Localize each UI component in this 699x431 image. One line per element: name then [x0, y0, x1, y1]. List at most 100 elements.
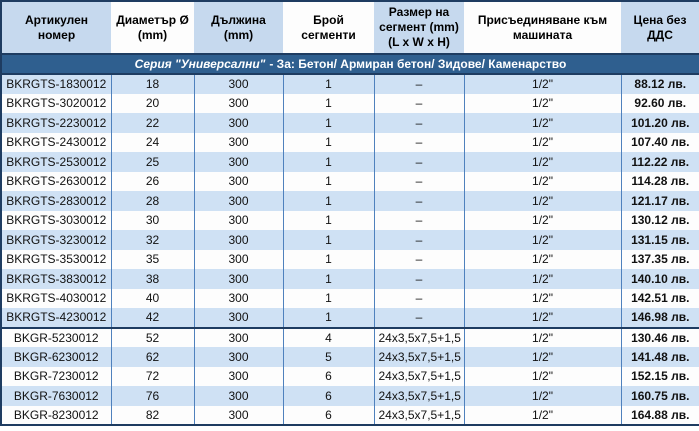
price-cell: 130.46 лв.	[620, 326, 699, 347]
sku-cell: BKGR-7230012	[0, 366, 112, 386]
segments-cell: 6	[282, 366, 375, 386]
segment_size-cell: –	[373, 191, 465, 211]
length-cell: 300	[193, 74, 284, 94]
col-header-diameter: Диаметър Ø (mm)	[111, 1, 194, 54]
diameter-cell: 82	[110, 405, 195, 425]
diameter-cell: 20	[110, 93, 195, 113]
table-row: BKRGTS-4230012 42 300 1–1/2" 146.98 лв.	[0, 308, 699, 328]
diameter-cell: 30	[110, 210, 195, 230]
segment_size-cell: 24x3,5x7,5+1,5	[373, 347, 465, 367]
price-cell: 101.20 лв.	[620, 113, 699, 133]
diameter-cell: 22	[110, 113, 195, 133]
connection-cell: 1/2"	[463, 230, 622, 250]
connection-cell: 1/2"	[463, 269, 622, 289]
length-cell: 300	[193, 191, 284, 211]
segments-cell: 1	[282, 132, 375, 152]
length-cell: 300	[193, 230, 284, 250]
sku-cell: BKRGTS-2530012	[0, 152, 112, 172]
header-row: Артикулен номер Диаметър Ø (mm) Дължина (m…	[1, 1, 699, 54]
diameter-cell: 26	[110, 171, 195, 191]
table-row: BKRGTS-2230012 22 300 1–1/2" 101.20 лв.	[0, 113, 699, 133]
sku-cell: BKRGTS-4030012	[0, 288, 112, 308]
length-cell: 300	[193, 132, 284, 152]
price-cell: 130.12 лв.	[620, 210, 699, 230]
series-note-label: - За: Бетон/ Армиран бетон/ Зидове/ Каме…	[269, 57, 567, 71]
sku-cell: BKRGTS-3020012	[0, 93, 112, 113]
segments-cell: 1	[282, 152, 375, 172]
diameter-cell: 40	[110, 288, 195, 308]
col-header-sku: Артикулен номер	[1, 1, 111, 54]
connection-cell: 1/2"	[463, 326, 622, 347]
diameter-cell: 28	[110, 191, 195, 211]
segments-cell: 1	[282, 191, 375, 211]
length-cell: 300	[193, 326, 284, 347]
segments-cell: 1	[282, 210, 375, 230]
table-row: BKGR-7230012 72 300 6 24x3,5x7,5+1,5 1/2" 152.…	[0, 366, 699, 386]
connection-cell: 1/2"	[463, 113, 622, 133]
connection-cell: 1/2"	[463, 308, 622, 328]
table-row: BKGR-6230012 62 300 5 24x3,5x7,5+1,5 1/2" 141.…	[0, 347, 699, 367]
length-cell: 300	[193, 210, 284, 230]
diameter-cell: 38	[110, 269, 195, 289]
table-row: BKRGTS-2430012 24 300 1–1/2" 107.40 лв.	[0, 132, 699, 152]
series-name-label: Серия "Универсални"	[134, 57, 266, 71]
segments-cell: 1	[282, 230, 375, 250]
segment_size-cell: –	[373, 93, 465, 113]
connection-cell: 1/2"	[463, 74, 622, 94]
price-cell: 92.60 лв.	[620, 93, 699, 113]
connection-cell: 1/2"	[463, 249, 622, 269]
price-cell: 107.40 лв.	[620, 132, 699, 152]
sku-cell: BKRGTS-3230012	[0, 230, 112, 250]
length-cell: 300	[193, 113, 284, 133]
table-row: BKGR-7630012 76 300 6 24x3,5x7,5+1,5 1/2" 160.…	[0, 386, 699, 406]
price-cell: 160.75 лв.	[620, 386, 699, 406]
price-cell: 88.12 лв.	[620, 74, 699, 94]
table-row: BKRGTS-2530012 25 300 1–1/2" 112.22 лв.	[0, 152, 699, 172]
length-cell: 300	[193, 93, 284, 113]
table-row: BKRGTS-3230012 32 300 1–1/2" 131.15 лв.	[0, 230, 699, 250]
table-row: BKGR-5230012 52 300 4 24x3,5x7,5+1,5 1/2" 130.…	[0, 326, 699, 347]
connection-cell: 1/2"	[463, 288, 622, 308]
sku-cell: BKGR-7630012	[0, 386, 112, 406]
length-cell: 300	[193, 405, 284, 425]
segment_size-cell: –	[373, 308, 465, 328]
segment_size-cell: –	[373, 210, 465, 230]
table-head: Артикулен номер Диаметър Ø (mm) Дължина (m…	[1, 1, 699, 54]
table-row: BKRGTS-1830012 18 300 1–1/2" 88.12 лв.	[0, 74, 699, 94]
sku-cell: BKRGTS-2830012	[0, 191, 112, 211]
segment_size-cell: –	[373, 74, 465, 94]
diameter-cell: 72	[110, 366, 195, 386]
col-header-segments: Брой сегменти	[283, 1, 374, 54]
segments-cell: 1	[282, 288, 375, 308]
segment_size-cell: –	[373, 230, 465, 250]
segment_size-cell: –	[373, 132, 465, 152]
diameter-cell: 18	[110, 74, 195, 94]
sku-cell: BKRGTS-3530012	[0, 249, 112, 269]
price-cell: 112.22 лв.	[620, 152, 699, 172]
table-row: BKRGTS-2830012 28 300 1–1/2" 121.17 лв.	[0, 191, 699, 211]
segments-cell: 6	[282, 386, 375, 406]
price-cell: 131.15 лв.	[620, 230, 699, 250]
connection-cell: 1/2"	[463, 366, 622, 386]
price-cell: 164.88 лв.	[620, 405, 699, 425]
sku-cell: BKRGTS-2230012	[0, 113, 112, 133]
segment_size-cell: 24x3,5x7,5+1,5	[373, 326, 465, 347]
sku-cell: BKRGTS-2630012	[0, 171, 112, 191]
series-banner-body: Серия "Универсални" - За: Бетон/ Армиран …	[1, 53, 699, 75]
col-header-length: Дължина (mm)	[194, 1, 283, 54]
connection-cell: 1/2"	[463, 386, 622, 406]
segment_size-cell: –	[373, 288, 465, 308]
segments-cell: 1	[282, 113, 375, 133]
length-cell: 300	[193, 366, 284, 386]
sku-cell: BKRGTS-3030012	[0, 210, 112, 230]
price-cell: 137.35 лв.	[620, 249, 699, 269]
price-cell: 141.48 лв.	[620, 347, 699, 367]
table-row: BKRGTS-4030012 40 300 1–1/2" 142.51 лв.	[0, 288, 699, 308]
segments-cell: 1	[282, 171, 375, 191]
segment_size-cell: –	[373, 269, 465, 289]
length-cell: 300	[193, 386, 284, 406]
sku-cell: BKGR-8230012	[0, 405, 112, 425]
table-body: BKRGTS-1830012 18 300 1–1/2" 88.12 лв. BKRGTS…	[0, 74, 699, 425]
sku-cell: BKGR-6230012	[0, 347, 112, 367]
